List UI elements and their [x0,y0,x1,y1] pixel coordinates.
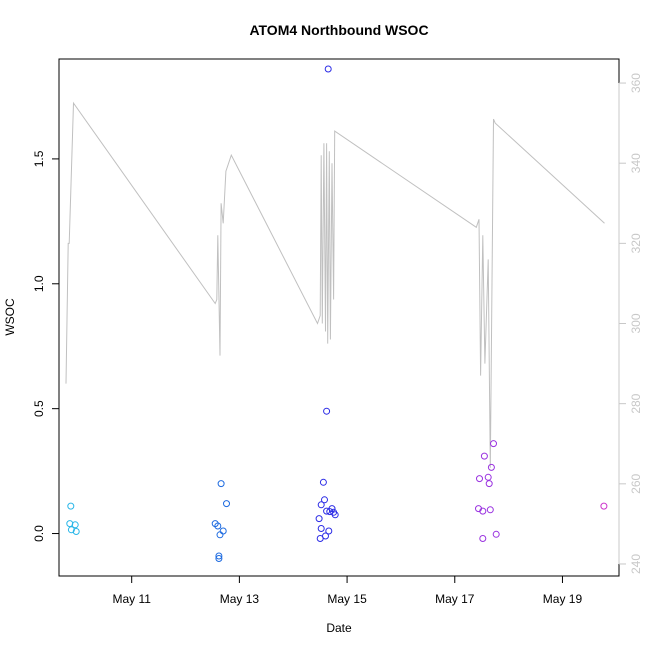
y-tick-label: 1.0 [32,275,46,292]
y2-tick-label: 320 [629,233,643,253]
y-tick-label: 0.0 [32,525,46,542]
data-point [323,407,331,415]
data-point [321,496,328,504]
data-point [600,502,608,510]
data-point [487,463,495,471]
x-tick-label: May 17 [435,592,475,606]
data-point [223,500,230,508]
data-point [492,530,500,538]
data-point [476,475,483,483]
data-point [486,506,494,514]
y2-tick-label: 280 [629,393,643,413]
y-tick-label: 0.5 [32,400,46,417]
x-tick-label: May 19 [543,592,583,606]
x-axis: May 11 May 13 May 15 May 17 May 19 [112,575,583,606]
data-point [485,480,493,488]
data-point [331,511,339,519]
data-point [71,521,79,529]
y2-tick-label: 360 [629,73,643,93]
y2-tick-label: 260 [629,473,643,493]
data-point [319,478,327,486]
data-point [72,528,80,535]
data-point [479,507,487,515]
data-point [326,508,334,516]
data-point [217,480,225,488]
y2-tick-label: 240 [629,554,643,574]
data-point [317,501,325,509]
temperature-line-layer [65,101,605,468]
data-point [317,525,325,532]
y-axis-right: 240 260 280 300 320 340 360 [618,73,643,574]
chart-title: ATOM4 Northbound WSOC [249,22,428,38]
x-axis-label: Date [326,621,352,635]
data-point [480,452,488,460]
x-tick-label: May 11 [112,592,151,606]
y-axis-label: WSOC [3,298,17,336]
y2-tick-label: 340 [629,153,643,173]
data-point [215,552,223,560]
scatter-points-layer [66,65,608,562]
y-axis-left: 0.0 0.5 1.0 1.5 [32,150,59,542]
x-tick-label: May 13 [220,592,260,606]
data-point [215,555,223,562]
data-point [67,502,75,510]
data-point [324,65,332,73]
y2-tick-label: 300 [629,313,643,333]
temperature-series-line [65,101,605,468]
data-point [479,535,487,542]
data-point [216,531,224,539]
data-point [214,522,222,530]
x-tick-label: May 15 [327,592,367,606]
data-point [490,440,497,448]
data-point [325,527,333,535]
data-point [67,526,75,534]
y-tick-label: 1.5 [32,150,46,167]
data-point [315,515,323,523]
data-point [316,535,324,542]
data-point [323,507,331,515]
